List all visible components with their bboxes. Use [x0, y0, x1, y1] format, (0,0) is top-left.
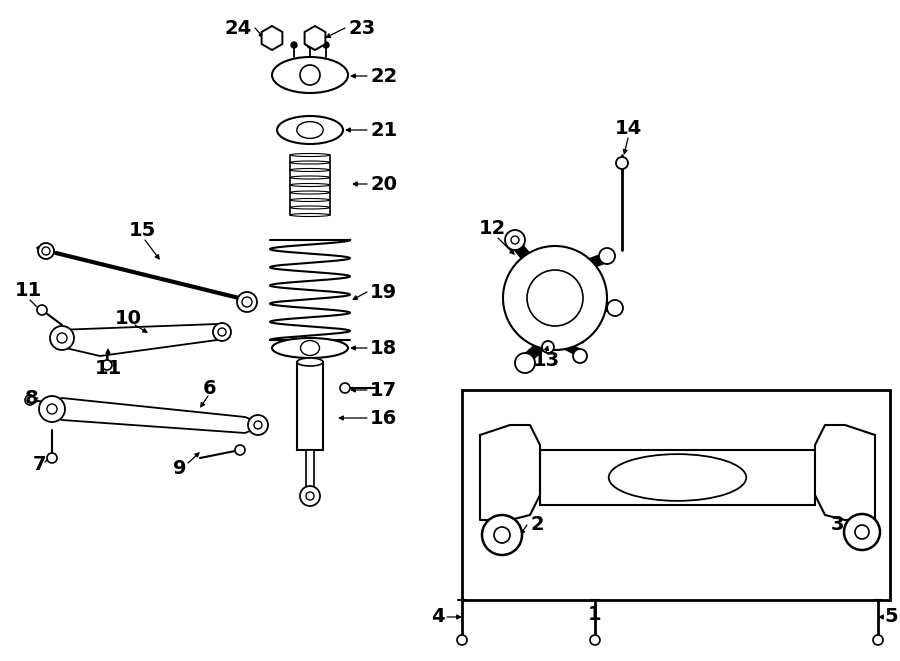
Circle shape — [25, 395, 35, 405]
Text: 11: 11 — [14, 280, 41, 299]
Circle shape — [505, 230, 525, 250]
Circle shape — [47, 453, 57, 463]
Circle shape — [291, 42, 297, 48]
Circle shape — [37, 305, 47, 315]
Circle shape — [482, 515, 522, 555]
Circle shape — [237, 292, 257, 312]
Text: 10: 10 — [114, 309, 141, 327]
Polygon shape — [47, 398, 265, 433]
Circle shape — [300, 65, 320, 85]
Ellipse shape — [290, 198, 330, 202]
Circle shape — [213, 323, 231, 341]
Text: 1: 1 — [589, 605, 602, 625]
Text: 6: 6 — [203, 379, 217, 397]
Bar — [297, 362, 323, 450]
Polygon shape — [480, 425, 540, 520]
Text: 22: 22 — [370, 67, 397, 85]
Ellipse shape — [290, 176, 330, 179]
Circle shape — [515, 353, 535, 373]
Ellipse shape — [290, 153, 330, 157]
Circle shape — [102, 360, 112, 370]
Text: 20: 20 — [370, 175, 397, 194]
Text: 8: 8 — [25, 389, 39, 407]
Circle shape — [323, 42, 329, 48]
Text: 5: 5 — [884, 607, 897, 627]
Polygon shape — [815, 425, 875, 520]
Text: 18: 18 — [370, 338, 397, 358]
Bar — [462, 390, 890, 600]
Circle shape — [542, 341, 554, 353]
Text: 13: 13 — [533, 350, 560, 369]
Ellipse shape — [290, 169, 330, 171]
Circle shape — [607, 300, 623, 316]
Ellipse shape — [290, 161, 330, 164]
Text: 14: 14 — [615, 118, 642, 137]
Ellipse shape — [608, 454, 746, 501]
Circle shape — [235, 445, 245, 455]
Text: 19: 19 — [370, 282, 397, 301]
Ellipse shape — [290, 191, 330, 194]
Text: 7: 7 — [33, 455, 47, 475]
Text: 4: 4 — [431, 607, 445, 627]
Bar — [540, 450, 815, 505]
Polygon shape — [57, 324, 230, 356]
Circle shape — [527, 270, 583, 326]
Circle shape — [38, 243, 54, 259]
Ellipse shape — [297, 358, 323, 366]
Ellipse shape — [290, 206, 330, 209]
Circle shape — [457, 635, 467, 645]
Circle shape — [340, 383, 350, 393]
Circle shape — [873, 635, 883, 645]
Circle shape — [503, 246, 607, 350]
Text: 21: 21 — [370, 120, 397, 139]
Polygon shape — [262, 26, 283, 50]
Ellipse shape — [290, 184, 330, 186]
Circle shape — [844, 514, 880, 550]
Ellipse shape — [272, 338, 348, 358]
Text: 12: 12 — [479, 219, 506, 237]
Text: 23: 23 — [348, 19, 375, 38]
Text: 24: 24 — [225, 19, 252, 38]
Circle shape — [50, 326, 74, 350]
Text: 3: 3 — [831, 514, 844, 533]
Ellipse shape — [290, 214, 330, 217]
Text: 16: 16 — [370, 408, 397, 428]
Text: 9: 9 — [173, 459, 187, 477]
Circle shape — [599, 248, 615, 264]
Circle shape — [573, 349, 587, 363]
Ellipse shape — [301, 340, 320, 356]
Circle shape — [300, 486, 320, 506]
Circle shape — [590, 635, 600, 645]
Text: 17: 17 — [370, 381, 397, 399]
Circle shape — [39, 396, 65, 422]
Text: 11: 11 — [94, 358, 122, 377]
Text: 2: 2 — [530, 516, 544, 535]
Circle shape — [616, 157, 628, 169]
Circle shape — [248, 415, 268, 435]
Ellipse shape — [277, 116, 343, 144]
Ellipse shape — [272, 57, 348, 93]
Text: 15: 15 — [129, 221, 156, 239]
Bar — [306, 450, 314, 488]
Circle shape — [307, 42, 313, 48]
Polygon shape — [304, 26, 326, 50]
Ellipse shape — [297, 122, 323, 138]
